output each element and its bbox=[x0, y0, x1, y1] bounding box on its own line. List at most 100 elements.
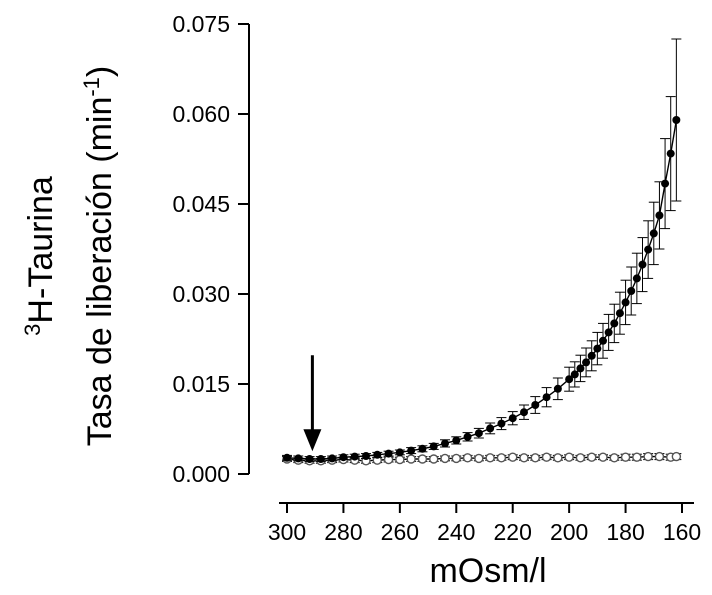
data-point bbox=[407, 446, 416, 455]
data-point bbox=[519, 453, 529, 463]
x-axis-title: mOsm/l bbox=[429, 552, 546, 590]
data-point bbox=[649, 229, 658, 238]
data-point bbox=[672, 116, 681, 124]
data-point bbox=[362, 452, 370, 460]
data-point bbox=[316, 455, 325, 463]
data-point bbox=[582, 358, 591, 367]
data-point bbox=[463, 432, 472, 441]
data-point bbox=[627, 287, 636, 295]
data-point bbox=[294, 454, 303, 463]
y-tick-label: 0.030 bbox=[172, 281, 230, 307]
series-filled-circle bbox=[282, 38, 682, 463]
y-axis-title-line1-sup: 3 bbox=[20, 324, 45, 336]
data-point bbox=[406, 454, 416, 464]
data-point bbox=[486, 424, 495, 433]
data-point bbox=[599, 336, 607, 345]
data-point bbox=[565, 375, 574, 384]
x-tick-label: 240 bbox=[437, 519, 475, 545]
data-point bbox=[384, 449, 393, 458]
series-line bbox=[286, 119, 678, 460]
data-point bbox=[508, 414, 517, 423]
data-point bbox=[418, 444, 427, 453]
data-point bbox=[632, 452, 642, 462]
y-axis-title-line2-tail: ) bbox=[81, 66, 119, 77]
data-point bbox=[609, 453, 619, 463]
data-point bbox=[508, 452, 518, 462]
data-point bbox=[587, 452, 597, 462]
data-point bbox=[417, 454, 428, 464]
y-tick-label: 0.060 bbox=[172, 101, 230, 127]
data-point bbox=[553, 453, 563, 463]
data-point bbox=[564, 452, 574, 462]
data-point bbox=[520, 408, 528, 417]
data-point bbox=[429, 442, 438, 451]
y-axis-ticks: 0.000 0.015 0.030 0.045 0.060 0.075 bbox=[172, 11, 249, 487]
data-point bbox=[610, 319, 619, 328]
data-point bbox=[452, 436, 461, 445]
data-point bbox=[283, 453, 291, 462]
data-point bbox=[328, 454, 337, 463]
y-axis-title: 3H-Taurina Tasa de liberación (min-1) bbox=[20, 66, 119, 447]
data-point bbox=[632, 274, 641, 283]
data-point bbox=[474, 453, 484, 464]
data-point bbox=[531, 401, 540, 409]
data-point bbox=[615, 309, 624, 318]
data-point bbox=[576, 364, 585, 373]
data-point bbox=[644, 245, 653, 254]
data-point bbox=[350, 452, 359, 461]
data-point bbox=[530, 453, 540, 463]
y-axis-title-line1: 3H-Taurina bbox=[20, 176, 60, 336]
data-point bbox=[598, 452, 608, 462]
y-tick-label: 0.015 bbox=[172, 371, 230, 397]
x-tick-label: 260 bbox=[381, 519, 419, 545]
data-point bbox=[339, 453, 348, 462]
x-tick-label: 280 bbox=[324, 519, 362, 545]
data-point bbox=[441, 439, 449, 448]
y-axis-title-line2-text: Tasa de liberación (min bbox=[81, 97, 119, 447]
data-point bbox=[620, 452, 631, 462]
y-tick-label: 0.000 bbox=[172, 461, 230, 487]
y-axis-title-line2: Tasa de liberación (min-1) bbox=[79, 66, 119, 447]
x-axis-ticks: 300 280 260 240 220 200 180 160 bbox=[268, 503, 701, 545]
data-point bbox=[429, 454, 439, 464]
y-tick-label: 0.045 bbox=[172, 191, 230, 217]
x-tick-label: 200 bbox=[550, 519, 588, 545]
arrow-head bbox=[303, 429, 322, 452]
data-point bbox=[654, 451, 665, 462]
data-point bbox=[643, 451, 653, 462]
data-point bbox=[621, 298, 630, 307]
y-axis-title-line2-sup: -1 bbox=[79, 77, 104, 97]
data-point bbox=[542, 393, 551, 402]
y-tick-label: 0.075 bbox=[172, 11, 230, 37]
data-point bbox=[553, 384, 562, 393]
data-point bbox=[440, 453, 450, 464]
data-point bbox=[497, 419, 506, 428]
data-point bbox=[661, 179, 670, 188]
data-point bbox=[496, 453, 507, 463]
data-point bbox=[593, 344, 602, 353]
data-point bbox=[575, 453, 586, 463]
data-point bbox=[671, 451, 682, 462]
x-tick-label: 180 bbox=[606, 519, 644, 545]
data-point bbox=[395, 448, 404, 457]
x-tick-label: 300 bbox=[268, 519, 306, 545]
data-point bbox=[587, 351, 596, 360]
data-point bbox=[474, 429, 483, 438]
data-point bbox=[395, 454, 405, 465]
data-point bbox=[666, 149, 675, 158]
series-layer bbox=[282, 38, 682, 466]
data-point bbox=[638, 260, 647, 269]
data-point bbox=[373, 450, 382, 459]
data-point bbox=[451, 453, 461, 464]
x-tick-label: 160 bbox=[663, 519, 701, 545]
data-point bbox=[570, 370, 579, 379]
data-point bbox=[305, 455, 314, 463]
data-point bbox=[655, 211, 664, 220]
data-point bbox=[462, 453, 473, 463]
x-tick-label: 220 bbox=[494, 519, 532, 545]
data-point bbox=[604, 328, 613, 337]
data-point bbox=[541, 452, 552, 462]
arrow-annotation bbox=[303, 355, 322, 452]
y-axis-title-line1-text: H-Taurina bbox=[22, 176, 60, 323]
